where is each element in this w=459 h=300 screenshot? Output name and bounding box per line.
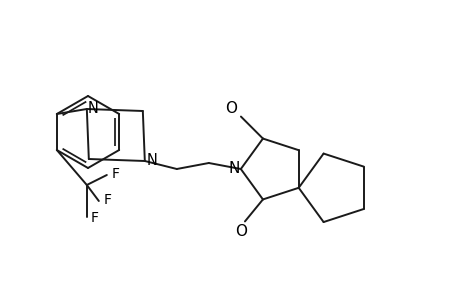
Text: O: O <box>224 101 236 116</box>
Text: F: F <box>112 167 119 181</box>
Text: O: O <box>235 224 246 239</box>
Text: N: N <box>146 152 157 167</box>
Text: F: F <box>90 211 99 225</box>
Text: N: N <box>228 160 239 175</box>
Text: N: N <box>87 100 98 116</box>
Text: F: F <box>104 193 112 207</box>
